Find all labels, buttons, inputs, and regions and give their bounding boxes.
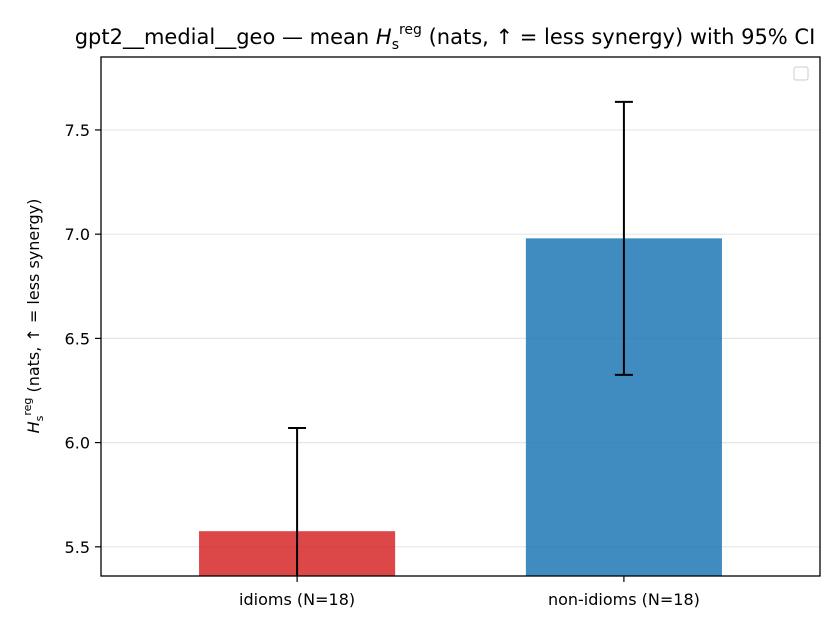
y-tick-label: 7.5 (65, 121, 90, 140)
y-tick-label: 5.5 (65, 538, 90, 557)
y-tick-label: 7.0 (65, 225, 90, 244)
y-tick-label: 6.5 (65, 329, 90, 348)
x-axis-ticks: idioms (N=18) non-idioms (N=18) (239, 576, 700, 609)
chart-title: gpt2__medial__geo — mean Hsreg (nats, ↑ … (75, 22, 816, 53)
x-tick-label: idioms (N=18) (239, 590, 355, 609)
y-axis-ticks: 5.5 6.0 6.5 7.0 7.5 (65, 121, 101, 557)
plot-frame (100, 56, 821, 577)
legend-box (793, 66, 809, 81)
y-tick-label: 6.0 (65, 434, 90, 453)
x-tick-label: non-idioms (N=18) (548, 590, 700, 609)
bars (199, 238, 722, 577)
y-axis-label: Hsreg (nats, ↑ = less synergy) (21, 199, 46, 434)
error-bars (288, 100, 633, 576)
